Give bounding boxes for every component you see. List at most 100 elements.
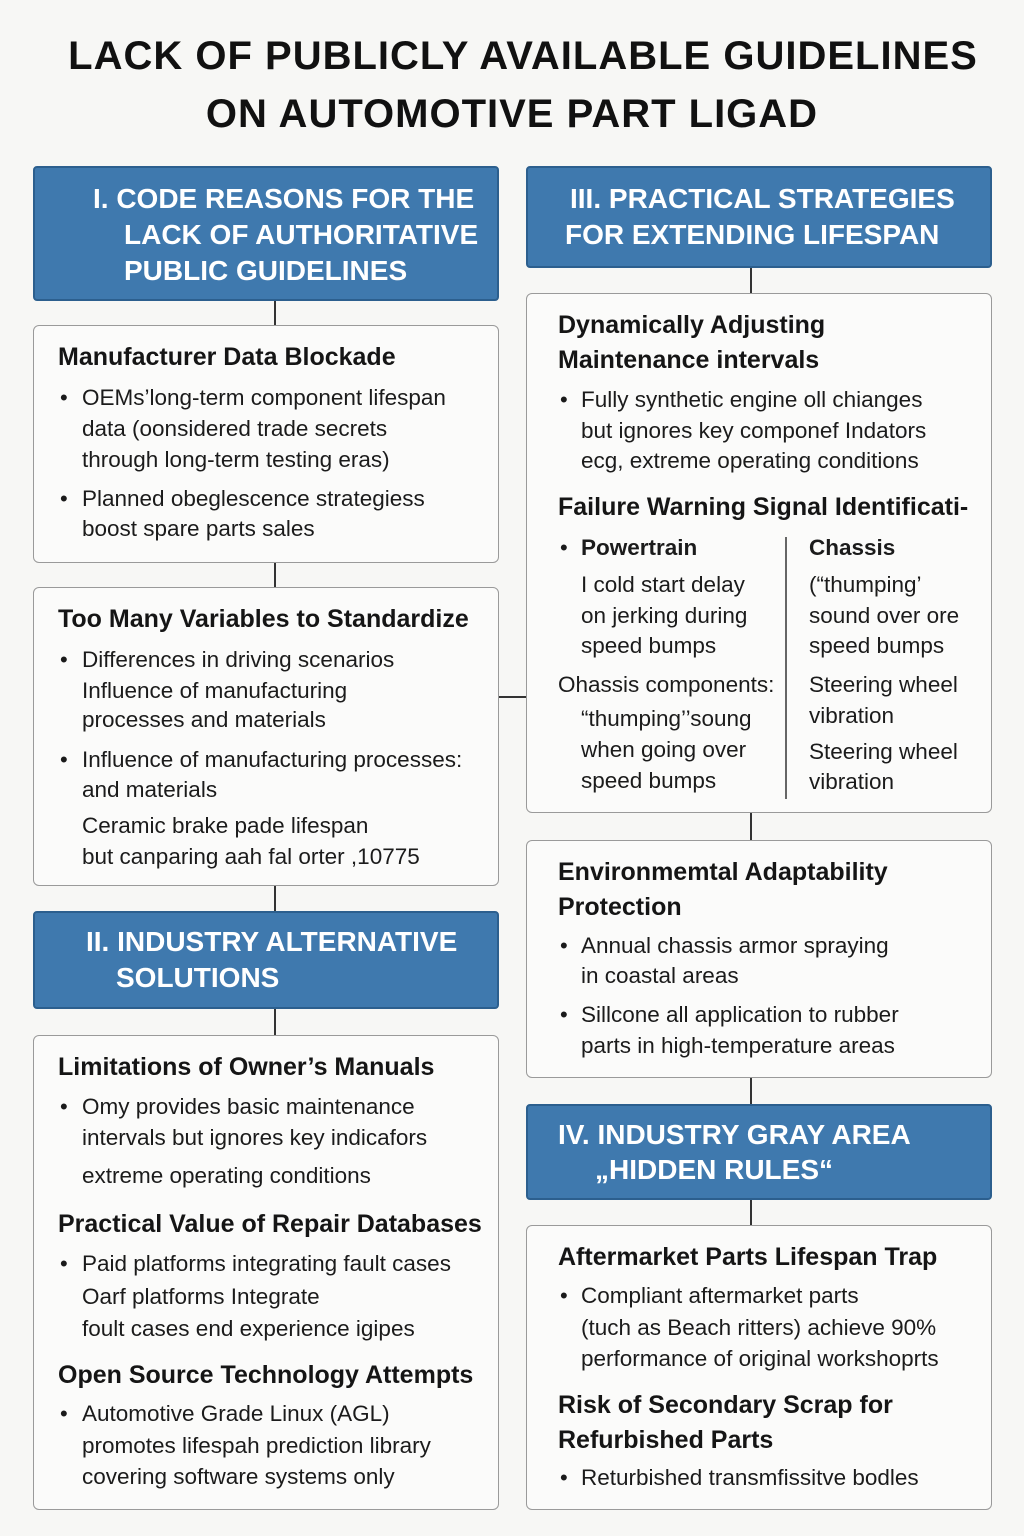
section-1-header: I. CODE REASONS FOR THE LACK OF AUTHORIT… [33, 166, 499, 301]
bullet: • [60, 1251, 68, 1276]
text-line: through long-term testing eras) [82, 447, 390, 472]
text-line: performance of original workshoprts [581, 1346, 939, 1371]
bullet: • [560, 1465, 568, 1490]
bullet: • [60, 647, 68, 672]
text-line: boost spare parts sales [82, 516, 315, 541]
bullet: • [560, 535, 568, 560]
connector [750, 1077, 752, 1104]
box-heading: Open Source Technology Attempts [58, 1361, 474, 1389]
section-2-header: II. INDUSTRY ALTERNATIVE SOLUTIONS [33, 911, 499, 1009]
text-line: (“thumping’ [809, 572, 922, 597]
text-line: parts in high-temperature areas [581, 1033, 895, 1058]
page-title-line-1: LACK OF PUBLICLY AVAILABLE GUIDELINES [68, 34, 978, 78]
text-line: and materials [82, 777, 218, 802]
text-line: “thumping’’soung [581, 706, 752, 731]
text-line: Influence of manufacturing processes: [82, 747, 463, 772]
column-divider [785, 537, 787, 799]
section-4-header: IV. INDUSTRY GRAY AREA „HIDDEN RULES“ [526, 1104, 992, 1200]
section-2-header-line: SOLUTIONS [116, 962, 280, 993]
bullet: • [60, 385, 68, 410]
text-line: Omy provides basic maintenance [82, 1094, 415, 1119]
connector [750, 267, 752, 293]
text-line: when going over [581, 737, 747, 762]
text-line: Ohassis components: [558, 672, 775, 697]
text-line: but canparing aah fal orter ,10775 [82, 844, 420, 869]
text-line: OEMs’long-term component lifespan [82, 385, 446, 410]
text-line: I cold start delay [581, 572, 745, 597]
connector [274, 1008, 276, 1035]
text-line: sound over ore [809, 603, 960, 628]
connector [498, 696, 526, 698]
bullet: • [60, 1094, 68, 1119]
text-line: speed bumps [809, 633, 945, 658]
connector [274, 562, 276, 587]
bullet: • [60, 747, 68, 772]
text-line: Steering wheel [809, 672, 958, 697]
connector [750, 812, 752, 840]
industry-alternatives-box: Limitations of Owner’s Manuals • Omy pro… [33, 1035, 499, 1510]
text-line: Steering wheel [809, 739, 958, 764]
text-line: speed bumps [581, 633, 717, 658]
text-line: intervals but ignores key indicafors [82, 1125, 428, 1150]
text-line: Returbished transmfissitve bodles [581, 1465, 919, 1490]
text-line: but ignores key componef Indators [581, 418, 927, 443]
column-heading: Chassis [809, 535, 896, 560]
manufacturer-data-blockade-box: Manufacturer Data Blockade • OEMs’long-t… [33, 325, 499, 563]
text-line: processes and materials [82, 707, 326, 732]
text-line: Differences in driving scenarios [82, 647, 395, 672]
text-line: on jerking during [581, 603, 748, 628]
box-heading: Manufacturer Data Blockade [58, 343, 396, 371]
text-line: extreme operating conditions [82, 1163, 371, 1188]
section-1-header-line: PUBLIC GUIDELINES [124, 255, 408, 286]
box-heading: Dynamically Adjusting [558, 311, 826, 339]
connector [274, 300, 276, 325]
text-line: Fully synthetic engine oll chianges [581, 387, 923, 412]
section-3-header-line: III. PRACTICAL STRATEGIES [570, 183, 955, 214]
text-line: speed bumps [581, 768, 717, 793]
section-4-header-line: IV. INDUSTRY GRAY AREA [558, 1119, 911, 1150]
too-many-variables-box: Too Many Variables to Standardize • Diff… [33, 587, 499, 886]
text-line: Ceramic brake pade lifespan [82, 813, 369, 838]
text-line: foult cases end experience igipes [82, 1316, 415, 1341]
section-4-header-line: „HIDDEN RULES“ [595, 1154, 834, 1185]
gray-area-box: Aftermarket Parts Lifespan Trap • Compli… [526, 1225, 992, 1510]
connector [750, 1199, 752, 1225]
box-heading: Limitations of Owner’s Manuals [58, 1053, 435, 1081]
maintenance-intervals-box: Dynamically Adjusting Maintenance interv… [526, 293, 992, 813]
text-line: ecg, extreme operating conditions [581, 448, 919, 473]
bullet: • [60, 486, 68, 511]
section-2-header-line: II. INDUSTRY ALTERNATIVE [86, 926, 458, 957]
box-heading: Maintenance intervals [558, 346, 820, 374]
section-1-header-line: LACK OF AUTHORITATIVE [124, 219, 479, 250]
box-heading: Failure Warning Signal Identificati- [558, 493, 969, 521]
text-line: vibration [809, 769, 895, 794]
bullet: • [560, 1283, 568, 1308]
text-line: Paid platforms integrating fault cases [82, 1251, 451, 1276]
connector [274, 885, 276, 911]
box-heading: Too Many Variables to Standardize [58, 605, 469, 633]
text-line: Automotive Grade Linux (AGL) [82, 1401, 390, 1426]
text-line: Sillcone all application to rubber [581, 1002, 899, 1027]
page-title-line-2: ON AUTOMOTIVE PART LIGAD [205, 92, 819, 136]
text-line: Compliant aftermarket parts [581, 1283, 859, 1308]
text-line: Oarf platforms Integrate [82, 1284, 320, 1309]
box-heading: Risk of Secondary Scrap for [558, 1391, 893, 1419]
bullet: • [560, 1002, 568, 1027]
section-3-header-line: FOR EXTENDING LIFESPAN [565, 219, 940, 250]
box-heading: Protection [558, 893, 682, 921]
box-heading: Environmemtal Adaptability [558, 858, 888, 886]
box-heading: Refurbished Parts [558, 1426, 774, 1454]
bullet: • [560, 933, 568, 958]
text-line: in coastal areas [581, 963, 739, 988]
column-heading: Powertrain [581, 535, 698, 560]
text-line: Influence of manufacturing [82, 678, 348, 703]
box-heading: Practical Value of Repair Databases [58, 1210, 482, 1238]
text-line: Annual chassis armor spraying [581, 933, 889, 958]
box-heading: Aftermarket Parts Lifespan Trap [558, 1243, 938, 1271]
text-line: data (oonsidered trade secrets [82, 416, 388, 441]
text-line: (tuch as Beach ritters) achieve 90% [581, 1315, 937, 1340]
bullet: • [60, 1401, 68, 1426]
text-line: vibration [809, 703, 895, 728]
section-1-header-line: I. CODE REASONS FOR THE [93, 183, 475, 214]
text-line: promotes lifespah prediction library [82, 1433, 431, 1458]
